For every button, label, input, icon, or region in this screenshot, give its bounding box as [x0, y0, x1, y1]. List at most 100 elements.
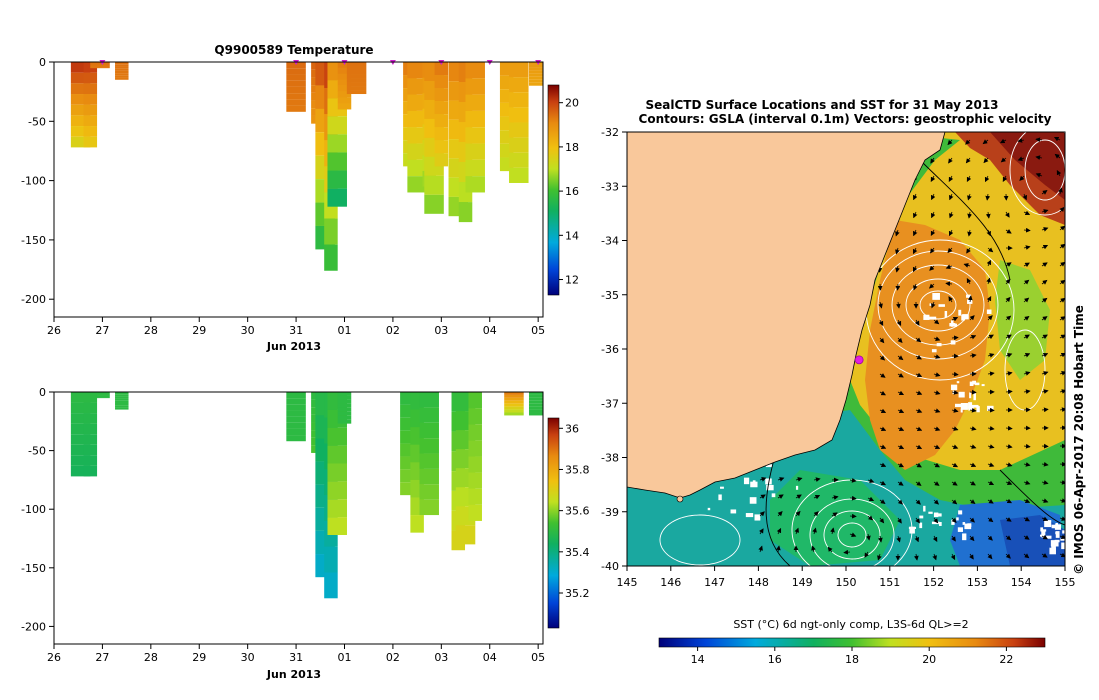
cloud-pixel	[1040, 534, 1045, 537]
profile-cell	[90, 396, 110, 398]
velocity-vector	[897, 462, 905, 468]
lat-tick-label: -39	[601, 506, 619, 519]
velocity-vector	[1059, 261, 1065, 267]
velocity-vector	[1023, 279, 1030, 285]
velocity-vector	[1005, 517, 1012, 522]
x-tick-label: 05	[531, 651, 545, 664]
profile-cell	[407, 143, 427, 160]
velocity-vector	[1005, 498, 1013, 504]
velocity-vector	[967, 211, 973, 219]
profile-cell	[286, 74, 306, 81]
velocity-vector	[915, 444, 923, 450]
velocity-vector	[849, 477, 857, 483]
profile-cell	[434, 88, 449, 102]
velocity-vector	[812, 527, 817, 535]
velocity-vector	[915, 462, 922, 468]
profile-cell	[465, 110, 485, 128]
profile-cell	[83, 465, 98, 477]
x-tick-label: 03	[434, 651, 448, 664]
velocity-vector	[969, 444, 977, 449]
profile-cell	[286, 93, 306, 100]
velocity-vector	[963, 263, 971, 268]
profile-cell	[434, 153, 449, 167]
sst-colorbar	[658, 637, 1046, 648]
velocity-vector	[947, 139, 953, 146]
velocity-vector	[1059, 552, 1065, 558]
profile-cell	[115, 68, 129, 71]
sst-cool-south-green	[770, 470, 900, 566]
velocity-vector	[913, 283, 918, 291]
profile-cell	[83, 136, 98, 148]
profile-cell	[509, 122, 529, 138]
colorbar-tick-label: 35.6	[565, 505, 590, 518]
velocity-vector	[984, 175, 990, 183]
velocity-vector	[1023, 262, 1030, 268]
profile-cell	[90, 65, 110, 67]
velocity-vector	[795, 494, 802, 500]
y-tick-label: -100	[21, 503, 46, 516]
profile-cell	[337, 415, 352, 420]
velocity-vector	[1041, 371, 1049, 376]
velocity-vector	[987, 517, 994, 523]
velocity-vector	[897, 355, 904, 361]
lat-tick-label: -36	[601, 343, 619, 356]
profile-cell	[286, 435, 306, 442]
velocity-vector	[813, 494, 821, 500]
profile-cell	[286, 422, 306, 429]
velocity-vector	[948, 296, 954, 303]
velocity-vector	[966, 277, 972, 285]
profile-cell	[337, 419, 352, 424]
temperature-title: Q9900589 Temperature	[214, 43, 373, 57]
velocity-vector	[933, 336, 941, 341]
profile-cell	[504, 412, 524, 416]
sst-warm-eddy-orange	[865, 220, 990, 470]
profile-cell	[410, 515, 424, 533]
profile-cell	[70, 83, 91, 95]
velocity-vector	[849, 495, 857, 501]
velocity-vector	[999, 138, 1007, 144]
profile-cell	[115, 396, 129, 399]
sst-colorbar-ticks: 14 16 18 20 22	[691, 647, 1013, 666]
profile-cell	[286, 392, 306, 399]
velocity-vector	[831, 495, 839, 500]
cloud-pixel	[730, 509, 737, 514]
x-tick-label: 05	[531, 324, 545, 337]
profile-cell	[115, 64, 129, 67]
velocity-vector	[912, 193, 918, 201]
velocity-vector	[867, 496, 875, 502]
profile-4	[286, 62, 306, 112]
velocity-vector	[985, 211, 991, 219]
profile-cell	[419, 453, 439, 469]
velocity-vector	[915, 499, 921, 505]
velocity-vector	[1041, 407, 1049, 413]
colorbar-tick-label: 18	[565, 141, 579, 154]
cloud-pixel	[938, 304, 945, 307]
velocity-vector	[951, 316, 959, 322]
velocity-vector	[1023, 498, 1031, 503]
profile-cell	[509, 152, 529, 168]
cloud-pixel	[981, 384, 985, 387]
velocity-vector	[912, 265, 918, 273]
velocity-vector	[986, 295, 992, 303]
velocity-vector	[967, 193, 972, 201]
velocity-vector	[1059, 225, 1065, 231]
profile-cell	[337, 85, 352, 92]
salinity-profiles	[70, 392, 543, 599]
profile-cell	[504, 397, 524, 401]
velocity-vector	[948, 229, 954, 237]
velocity-vector	[950, 553, 956, 561]
velocity-vector	[813, 477, 821, 482]
velocity-vector	[831, 512, 838, 517]
profile-cell	[434, 127, 449, 141]
profile-cell	[115, 407, 129, 410]
velocity-vector	[897, 499, 904, 505]
profile-cell	[115, 398, 129, 401]
profile-cell	[90, 67, 110, 69]
profile-cell	[70, 455, 91, 466]
cloud-pixel	[1054, 524, 1061, 530]
map-lat-ticks: -32 -33 -34 -35 -36 -37 -38 -39 -40	[601, 126, 627, 573]
velocity-vector	[915, 408, 923, 413]
profile-cell	[83, 455, 98, 466]
lat-tick-label: -32	[601, 126, 619, 139]
cloud-pixel	[960, 402, 968, 410]
